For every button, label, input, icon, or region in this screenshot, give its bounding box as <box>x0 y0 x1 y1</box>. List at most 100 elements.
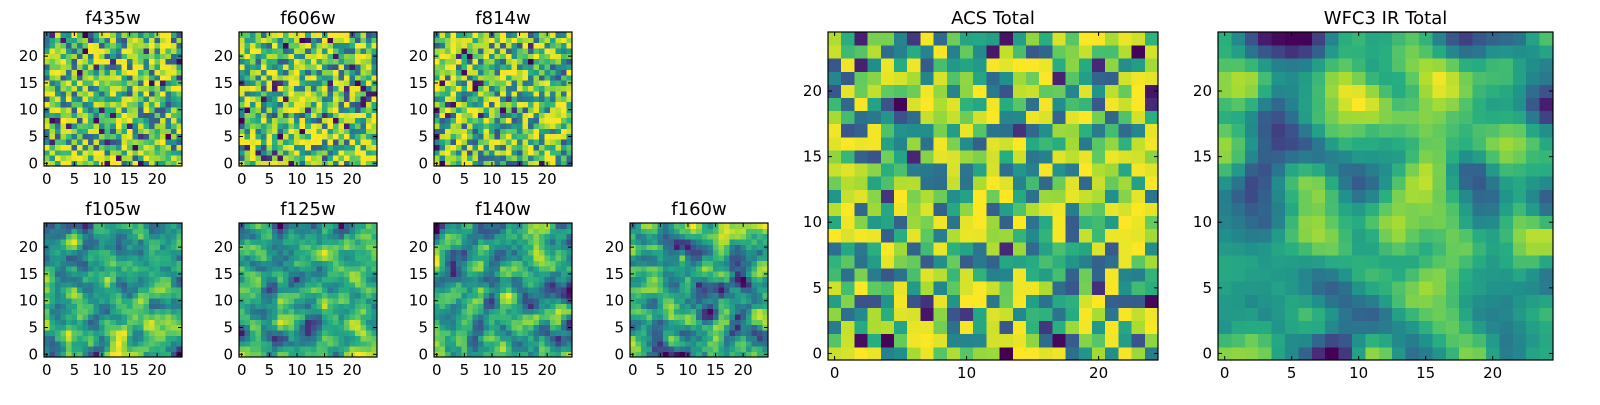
heatmap-cell <box>72 150 78 156</box>
heatmap-cell <box>757 223 763 229</box>
heatmap-cell <box>272 325 278 331</box>
heatmap-cell <box>360 102 366 108</box>
x-tick-label: 15 <box>510 361 529 379</box>
heatmap-cell <box>1066 176 1080 190</box>
heatmap-cell <box>149 43 155 49</box>
heatmap-cell <box>533 255 539 261</box>
heatmap-cell <box>1092 294 1106 308</box>
heatmap-cell <box>272 134 278 140</box>
heatmap-cell <box>143 80 149 86</box>
heatmap-cell <box>713 228 719 234</box>
heatmap-cell <box>283 228 289 234</box>
heatmap-cell <box>165 37 171 43</box>
heatmap-cell <box>1132 268 1146 282</box>
heatmap-cell <box>907 334 921 348</box>
heatmap-cell <box>685 271 691 277</box>
heatmap-cell <box>160 244 166 250</box>
heatmap-cell <box>55 250 61 256</box>
heatmap-cell <box>674 271 680 277</box>
heatmap-cell <box>355 80 361 86</box>
heatmap-cell <box>647 277 653 283</box>
heatmap-cell <box>528 75 534 81</box>
heatmap-cell <box>735 336 741 342</box>
x-tick-label: 20 <box>538 361 557 379</box>
heatmap-cell <box>138 319 144 325</box>
heatmap-cell <box>305 102 311 108</box>
heatmap-cell <box>746 282 752 288</box>
heatmap-cell <box>528 341 534 347</box>
heatmap-cell <box>467 293 473 299</box>
heatmap-cell <box>894 281 908 295</box>
heatmap-cell <box>854 229 868 243</box>
heatmap-cell <box>539 32 545 38</box>
heatmap-cell <box>66 102 72 108</box>
heatmap-cell <box>434 155 440 161</box>
heatmap-cell <box>305 325 311 331</box>
heatmap-cell <box>550 128 556 134</box>
heatmap-cell <box>311 287 317 293</box>
heatmap-cell <box>110 123 116 129</box>
heatmap-cell <box>272 118 278 124</box>
heatmap-cell <box>881 294 895 308</box>
heatmap-cell <box>138 53 144 59</box>
heatmap-cell <box>256 223 262 229</box>
x-tick-label: 10 <box>92 361 111 379</box>
heatmap-cell <box>360 228 366 234</box>
heatmap-cell <box>473 155 479 161</box>
heatmap-cell <box>434 336 440 342</box>
heatmap-cell <box>506 118 512 124</box>
heatmap-cell <box>171 244 177 250</box>
heatmap-cell <box>311 37 317 43</box>
heatmap-cell <box>300 287 306 293</box>
heatmap-cell <box>110 86 116 92</box>
heatmap-cell <box>121 266 127 272</box>
heatmap-cell <box>138 43 144 49</box>
heatmap-cell <box>456 48 462 54</box>
heatmap-cell <box>272 298 278 304</box>
heatmap-cell <box>116 266 122 272</box>
heatmap-cell <box>245 228 251 234</box>
heatmap-cell <box>50 70 56 76</box>
heatmap-cell <box>544 303 550 309</box>
heatmap-cell <box>94 80 100 86</box>
heatmap-cell <box>83 319 89 325</box>
heatmap-cell <box>360 70 366 76</box>
heatmap-cell <box>630 250 636 256</box>
heatmap-cell <box>630 293 636 299</box>
heatmap-cell <box>947 268 961 282</box>
heatmap-cell <box>66 346 72 352</box>
heatmap-cell <box>669 287 675 293</box>
heatmap-cell <box>696 287 702 293</box>
heatmap-cell <box>272 150 278 156</box>
heatmap-cell <box>561 234 567 240</box>
x-tick-label: 5 <box>70 170 80 188</box>
heatmap-cell <box>630 266 636 272</box>
heatmap-cell <box>289 75 295 81</box>
heatmap-cell <box>511 53 517 59</box>
heatmap-cell <box>55 309 61 315</box>
heatmap-cell <box>473 277 479 283</box>
heatmap-cell <box>72 319 78 325</box>
heatmap-cell <box>517 314 523 320</box>
heatmap-cell <box>127 287 133 293</box>
heatmap-cell <box>110 145 116 151</box>
heatmap-cell <box>55 75 61 81</box>
heatmap-cell <box>451 107 457 113</box>
heatmap-cell <box>841 242 855 256</box>
heatmap-cell <box>663 277 669 283</box>
heatmap-cell <box>55 155 61 161</box>
heatmap-cell <box>311 261 317 267</box>
heatmap-cell <box>355 303 361 309</box>
heatmap-cell <box>473 64 479 70</box>
heatmap-cell <box>132 271 138 277</box>
heatmap-cell <box>267 266 273 272</box>
heatmap-cell <box>105 271 111 277</box>
heatmap-cell <box>506 255 512 261</box>
heatmap-cell <box>528 261 534 267</box>
heatmap-cell <box>434 314 440 320</box>
heatmap-cell <box>311 282 317 288</box>
heatmap-cell <box>489 244 495 250</box>
heatmap-cell <box>713 250 719 256</box>
heatmap-cell <box>165 43 171 49</box>
heatmap-cell <box>539 239 545 245</box>
